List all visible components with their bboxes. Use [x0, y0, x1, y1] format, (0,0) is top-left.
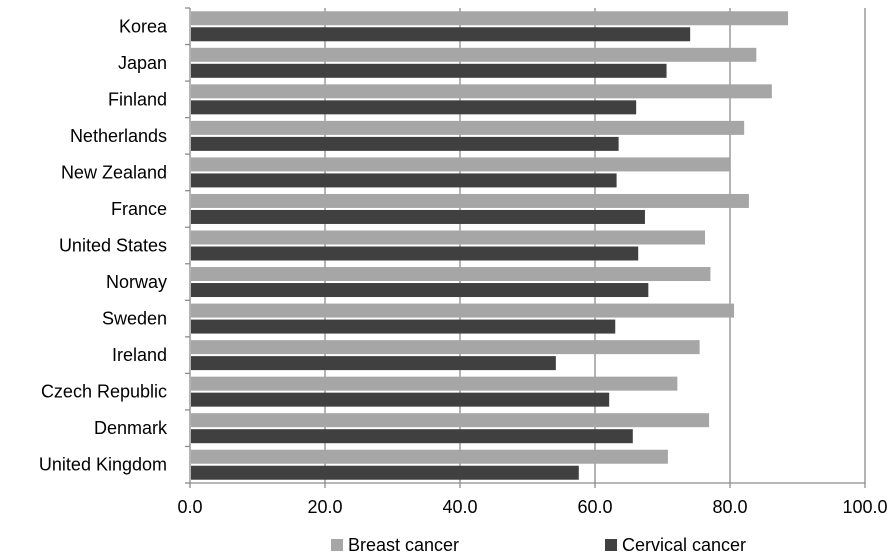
category-label: Norway [106, 272, 167, 292]
x-tick-labels: 0.0 20.0 40.0 60.0 80.0 100.0 [177, 497, 887, 517]
bar-cervical-cancer [191, 429, 633, 444]
bar-breast-cancer [191, 376, 678, 391]
category-label: Netherlands [70, 126, 167, 146]
x-tick-label: 60.0 [577, 497, 612, 517]
bar-breast-cancer [191, 413, 710, 428]
bar-cervical-cancer [191, 63, 667, 78]
bar-breast-cancer [191, 193, 749, 208]
bar-cervical-cancer [191, 100, 637, 115]
bar-cervical-cancer [191, 136, 619, 151]
x-tick-label: 80.0 [712, 497, 747, 517]
bar-breast-cancer [191, 230, 706, 245]
bar-cervical-cancer [191, 209, 645, 224]
category-labels: Korea Japan Finland Netherlands New Zealand F… [39, 16, 168, 474]
bar-breast-cancer [191, 340, 700, 355]
bar-breast-cancer [191, 11, 789, 26]
category-label: United Kingdom [39, 455, 167, 475]
category-label: New Zealand [61, 162, 167, 182]
category-label: Ireland [112, 345, 167, 365]
bar-cervical-cancer [191, 319, 616, 334]
legend: Breast cancer Cervical cancer [331, 535, 746, 555]
bar-cervical-cancer [191, 173, 617, 188]
x-tick-label: 0.0 [177, 497, 202, 517]
legend-swatch-breast-cancer [331, 539, 343, 551]
legend-label: Cervical cancer [622, 535, 746, 555]
legend-swatch-cervical-cancer [605, 539, 617, 551]
x-tick-label: 100.0 [842, 497, 887, 517]
gridlines [324, 8, 866, 483]
bar-cervical-cancer [191, 283, 649, 298]
bar-cervical-cancer [191, 27, 691, 42]
category-label: Sweden [102, 309, 167, 329]
bar-breast-cancer [191, 120, 745, 135]
bar-cervical-cancer [191, 465, 579, 480]
category-label: United States [59, 236, 167, 256]
bar-breast-cancer [191, 157, 730, 172]
bar-cervical-cancer [191, 392, 610, 407]
category-label: Denmark [94, 418, 168, 438]
x-tick-label: 40.0 [442, 497, 477, 517]
x-tick-label: 20.0 [307, 497, 342, 517]
axes [185, 7, 866, 488]
bar-breast-cancer [191, 303, 735, 318]
bar-cervical-cancer [191, 356, 556, 371]
category-label: Japan [118, 53, 167, 73]
bar-breast-cancer [191, 84, 772, 99]
bar-breast-cancer [191, 47, 757, 62]
bar-breast-cancer [191, 449, 668, 464]
category-label: Korea [119, 16, 168, 36]
category-label: Czech Republic [41, 382, 167, 402]
category-label: France [111, 199, 167, 219]
bar-cervical-cancer [191, 246, 639, 261]
bar-breast-cancer [191, 267, 711, 282]
legend-label: Breast cancer [348, 535, 459, 555]
category-label: Finland [108, 89, 167, 109]
bars [191, 11, 789, 480]
